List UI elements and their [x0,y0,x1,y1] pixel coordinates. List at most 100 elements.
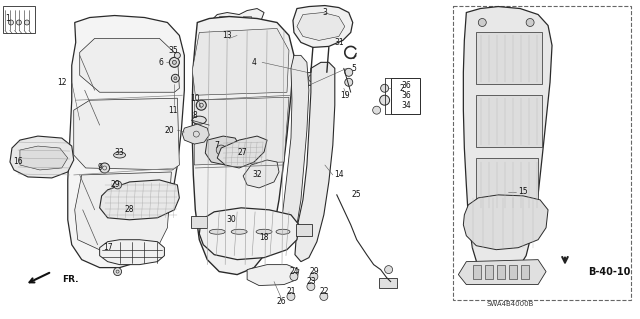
Text: 28: 28 [125,205,134,214]
Polygon shape [293,5,353,48]
Text: 7: 7 [215,141,220,150]
Ellipse shape [113,152,125,158]
Polygon shape [279,56,309,248]
Polygon shape [295,62,335,262]
Circle shape [172,74,179,82]
Polygon shape [68,16,184,268]
Text: 2: 2 [399,84,404,93]
Text: 30: 30 [227,215,236,224]
Polygon shape [307,72,317,85]
Circle shape [320,293,328,300]
Text: 24: 24 [289,267,299,276]
Polygon shape [209,9,264,46]
Text: 14: 14 [334,170,344,180]
Polygon shape [297,12,345,41]
Text: 32: 32 [252,170,262,180]
Circle shape [385,266,392,274]
Text: 12: 12 [57,78,67,87]
Bar [485,265,493,278]
Text: 23: 23 [306,277,316,286]
Text: 26: 26 [276,297,286,306]
Circle shape [310,273,318,281]
Polygon shape [10,136,74,178]
Bar [476,33,542,84]
Polygon shape [463,7,552,279]
Polygon shape [247,265,299,286]
Circle shape [100,163,109,173]
Bar [509,265,517,278]
Ellipse shape [192,116,206,124]
Circle shape [24,20,29,25]
Text: 35: 35 [168,46,179,55]
Circle shape [526,271,534,278]
Text: 15: 15 [518,187,528,197]
Polygon shape [195,97,289,165]
Circle shape [287,293,295,300]
Text: 5: 5 [351,64,356,73]
Bar [390,78,420,114]
Bar [220,16,227,24]
Text: FR.: FR. [62,275,78,284]
Circle shape [345,68,353,76]
Circle shape [216,145,226,155]
Text: 11: 11 [168,106,178,115]
Bar [521,265,529,278]
Text: 36: 36 [402,91,412,100]
Polygon shape [205,136,239,165]
Circle shape [174,77,177,80]
Ellipse shape [276,229,290,234]
Ellipse shape [231,229,247,234]
Text: SWA4B4000B: SWA4B4000B [486,301,534,308]
Text: 27: 27 [237,147,247,157]
Circle shape [172,60,177,64]
Circle shape [290,273,298,281]
Circle shape [113,268,122,276]
Polygon shape [296,224,312,236]
Circle shape [308,75,316,82]
Text: 3: 3 [323,8,327,17]
Polygon shape [323,72,333,85]
Polygon shape [199,208,299,260]
Circle shape [8,20,13,25]
Circle shape [478,271,486,278]
Text: 31: 31 [334,38,344,47]
Text: 33: 33 [115,147,124,157]
Text: 9: 9 [97,163,102,173]
Circle shape [17,20,21,25]
Ellipse shape [209,229,225,234]
Bar [231,34,241,44]
Bar [474,265,481,278]
Text: 13: 13 [222,31,232,40]
Text: 6: 6 [159,58,164,67]
Polygon shape [182,124,209,144]
Text: 4: 4 [252,58,257,67]
Polygon shape [217,136,267,168]
Circle shape [324,75,332,82]
Circle shape [345,78,353,86]
Text: 8: 8 [193,111,198,120]
Circle shape [196,100,206,110]
Text: 36: 36 [402,81,412,90]
Circle shape [380,95,390,105]
Text: 34: 34 [402,101,412,110]
Polygon shape [243,160,279,188]
Polygon shape [74,98,179,170]
Bar [497,265,505,278]
Text: 20: 20 [164,126,174,135]
Text: 21: 21 [286,287,296,296]
Bar [243,16,251,24]
Polygon shape [100,180,179,220]
Text: B-40-10: B-40-10 [588,267,630,277]
Text: 10: 10 [191,94,200,103]
Polygon shape [80,38,179,92]
Bar [3,5,35,33]
Circle shape [381,84,388,92]
Text: 16: 16 [13,158,23,167]
Text: 29: 29 [111,181,120,189]
Circle shape [170,57,179,67]
Polygon shape [192,28,289,95]
Text: 1: 1 [6,14,10,23]
Bar [379,278,397,287]
Circle shape [174,52,180,58]
Circle shape [372,106,381,114]
